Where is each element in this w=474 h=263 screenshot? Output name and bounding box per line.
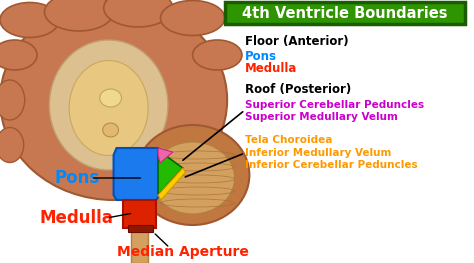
Ellipse shape bbox=[103, 123, 118, 137]
Ellipse shape bbox=[161, 1, 225, 36]
Ellipse shape bbox=[0, 0, 227, 200]
FancyBboxPatch shape bbox=[225, 2, 465, 24]
Ellipse shape bbox=[192, 40, 242, 70]
Text: Pons: Pons bbox=[55, 169, 100, 187]
Text: Superior Cerebellar Peduncles: Superior Cerebellar Peduncles bbox=[245, 100, 424, 110]
Ellipse shape bbox=[0, 80, 25, 120]
Ellipse shape bbox=[136, 125, 249, 225]
Ellipse shape bbox=[45, 0, 114, 31]
Text: 4th Ventricle Boundaries: 4th Ventricle Boundaries bbox=[242, 7, 447, 22]
Polygon shape bbox=[158, 150, 182, 195]
Ellipse shape bbox=[0, 3, 59, 38]
Polygon shape bbox=[114, 148, 160, 200]
Ellipse shape bbox=[49, 40, 168, 170]
Polygon shape bbox=[128, 225, 153, 232]
Text: Floor (Anterior): Floor (Anterior) bbox=[245, 36, 348, 48]
Ellipse shape bbox=[151, 142, 235, 214]
Text: Pons: Pons bbox=[245, 49, 277, 63]
Polygon shape bbox=[123, 200, 156, 228]
Text: Inferior Cerebellar Peduncles: Inferior Cerebellar Peduncles bbox=[245, 160, 418, 170]
Polygon shape bbox=[131, 228, 148, 263]
Text: Tela Choroidea: Tela Choroidea bbox=[245, 135, 332, 145]
Polygon shape bbox=[158, 148, 173, 163]
Text: Medulla: Medulla bbox=[245, 62, 297, 74]
Text: Inferior Medullary Velum: Inferior Medullary Velum bbox=[245, 148, 392, 158]
Text: Superior Medullary Velum: Superior Medullary Velum bbox=[245, 112, 398, 122]
Text: Roof (Posterior): Roof (Posterior) bbox=[245, 83, 351, 97]
Ellipse shape bbox=[100, 89, 121, 107]
Ellipse shape bbox=[0, 128, 24, 163]
Text: Median Aperture: Median Aperture bbox=[117, 245, 249, 259]
Polygon shape bbox=[158, 168, 186, 200]
Ellipse shape bbox=[0, 40, 37, 70]
Ellipse shape bbox=[69, 60, 148, 155]
Polygon shape bbox=[140, 148, 163, 175]
Text: Medulla: Medulla bbox=[39, 209, 113, 227]
Ellipse shape bbox=[104, 0, 173, 27]
